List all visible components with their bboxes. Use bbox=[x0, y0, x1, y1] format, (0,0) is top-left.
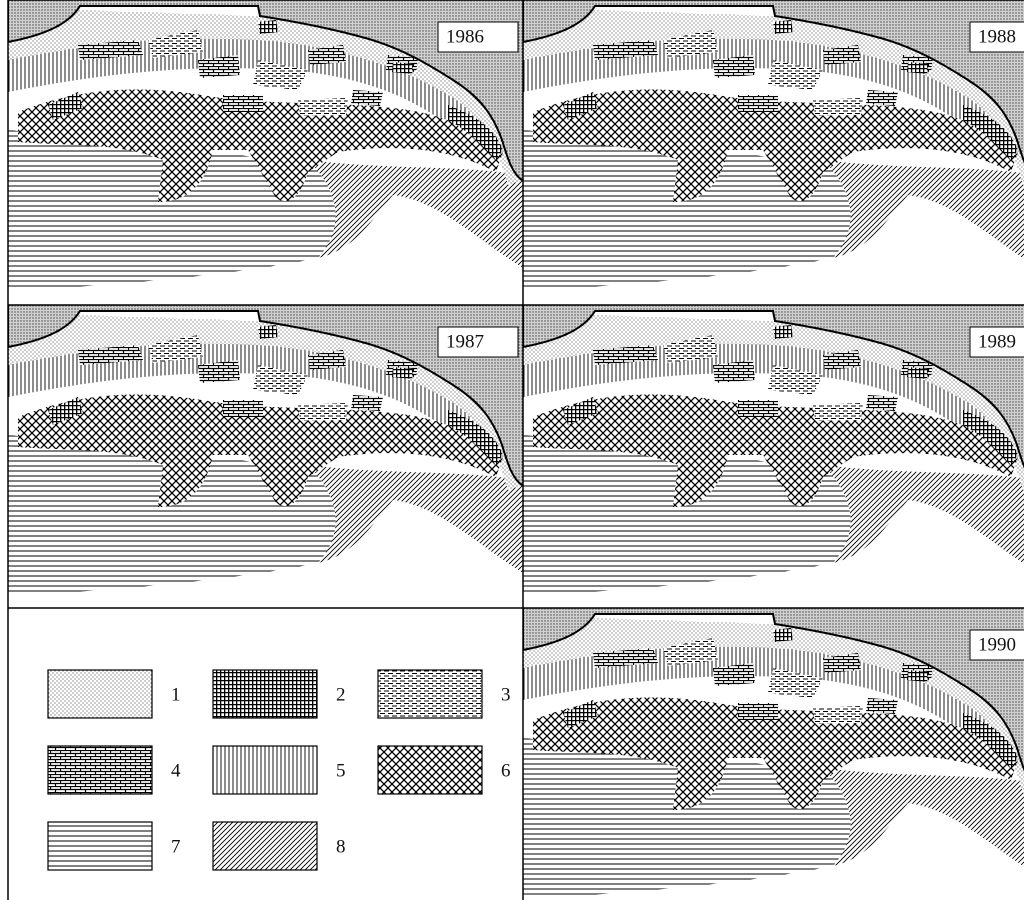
legend-swatch bbox=[213, 822, 317, 870]
legend-swatch bbox=[48, 670, 152, 718]
legend-label: 5 bbox=[336, 760, 346, 781]
year-label: 1987 bbox=[446, 331, 484, 352]
year-label: 1988 bbox=[978, 26, 1016, 47]
figure: 1986 1988 1987 1989 1990 1 2 3 4 5 6 7 8 bbox=[0, 0, 1024, 900]
year-label: 1986 bbox=[446, 26, 484, 47]
legend-swatch bbox=[213, 746, 317, 794]
legend-swatch bbox=[48, 822, 152, 870]
year-label: 1989 bbox=[978, 331, 1016, 352]
legend-swatch bbox=[213, 670, 317, 718]
legend-label: 3 bbox=[501, 684, 511, 705]
legend-label: 7 bbox=[171, 836, 181, 857]
legend-label: 4 bbox=[171, 760, 181, 781]
year-label: 1990 bbox=[978, 634, 1016, 655]
legend-label: 1 bbox=[171, 684, 181, 705]
legend-label: 6 bbox=[501, 760, 511, 781]
legend-swatch bbox=[48, 746, 152, 794]
legend-label: 2 bbox=[336, 684, 346, 705]
legend-label: 8 bbox=[336, 836, 346, 857]
legend-swatch bbox=[378, 746, 482, 794]
legend-swatch bbox=[378, 670, 482, 718]
